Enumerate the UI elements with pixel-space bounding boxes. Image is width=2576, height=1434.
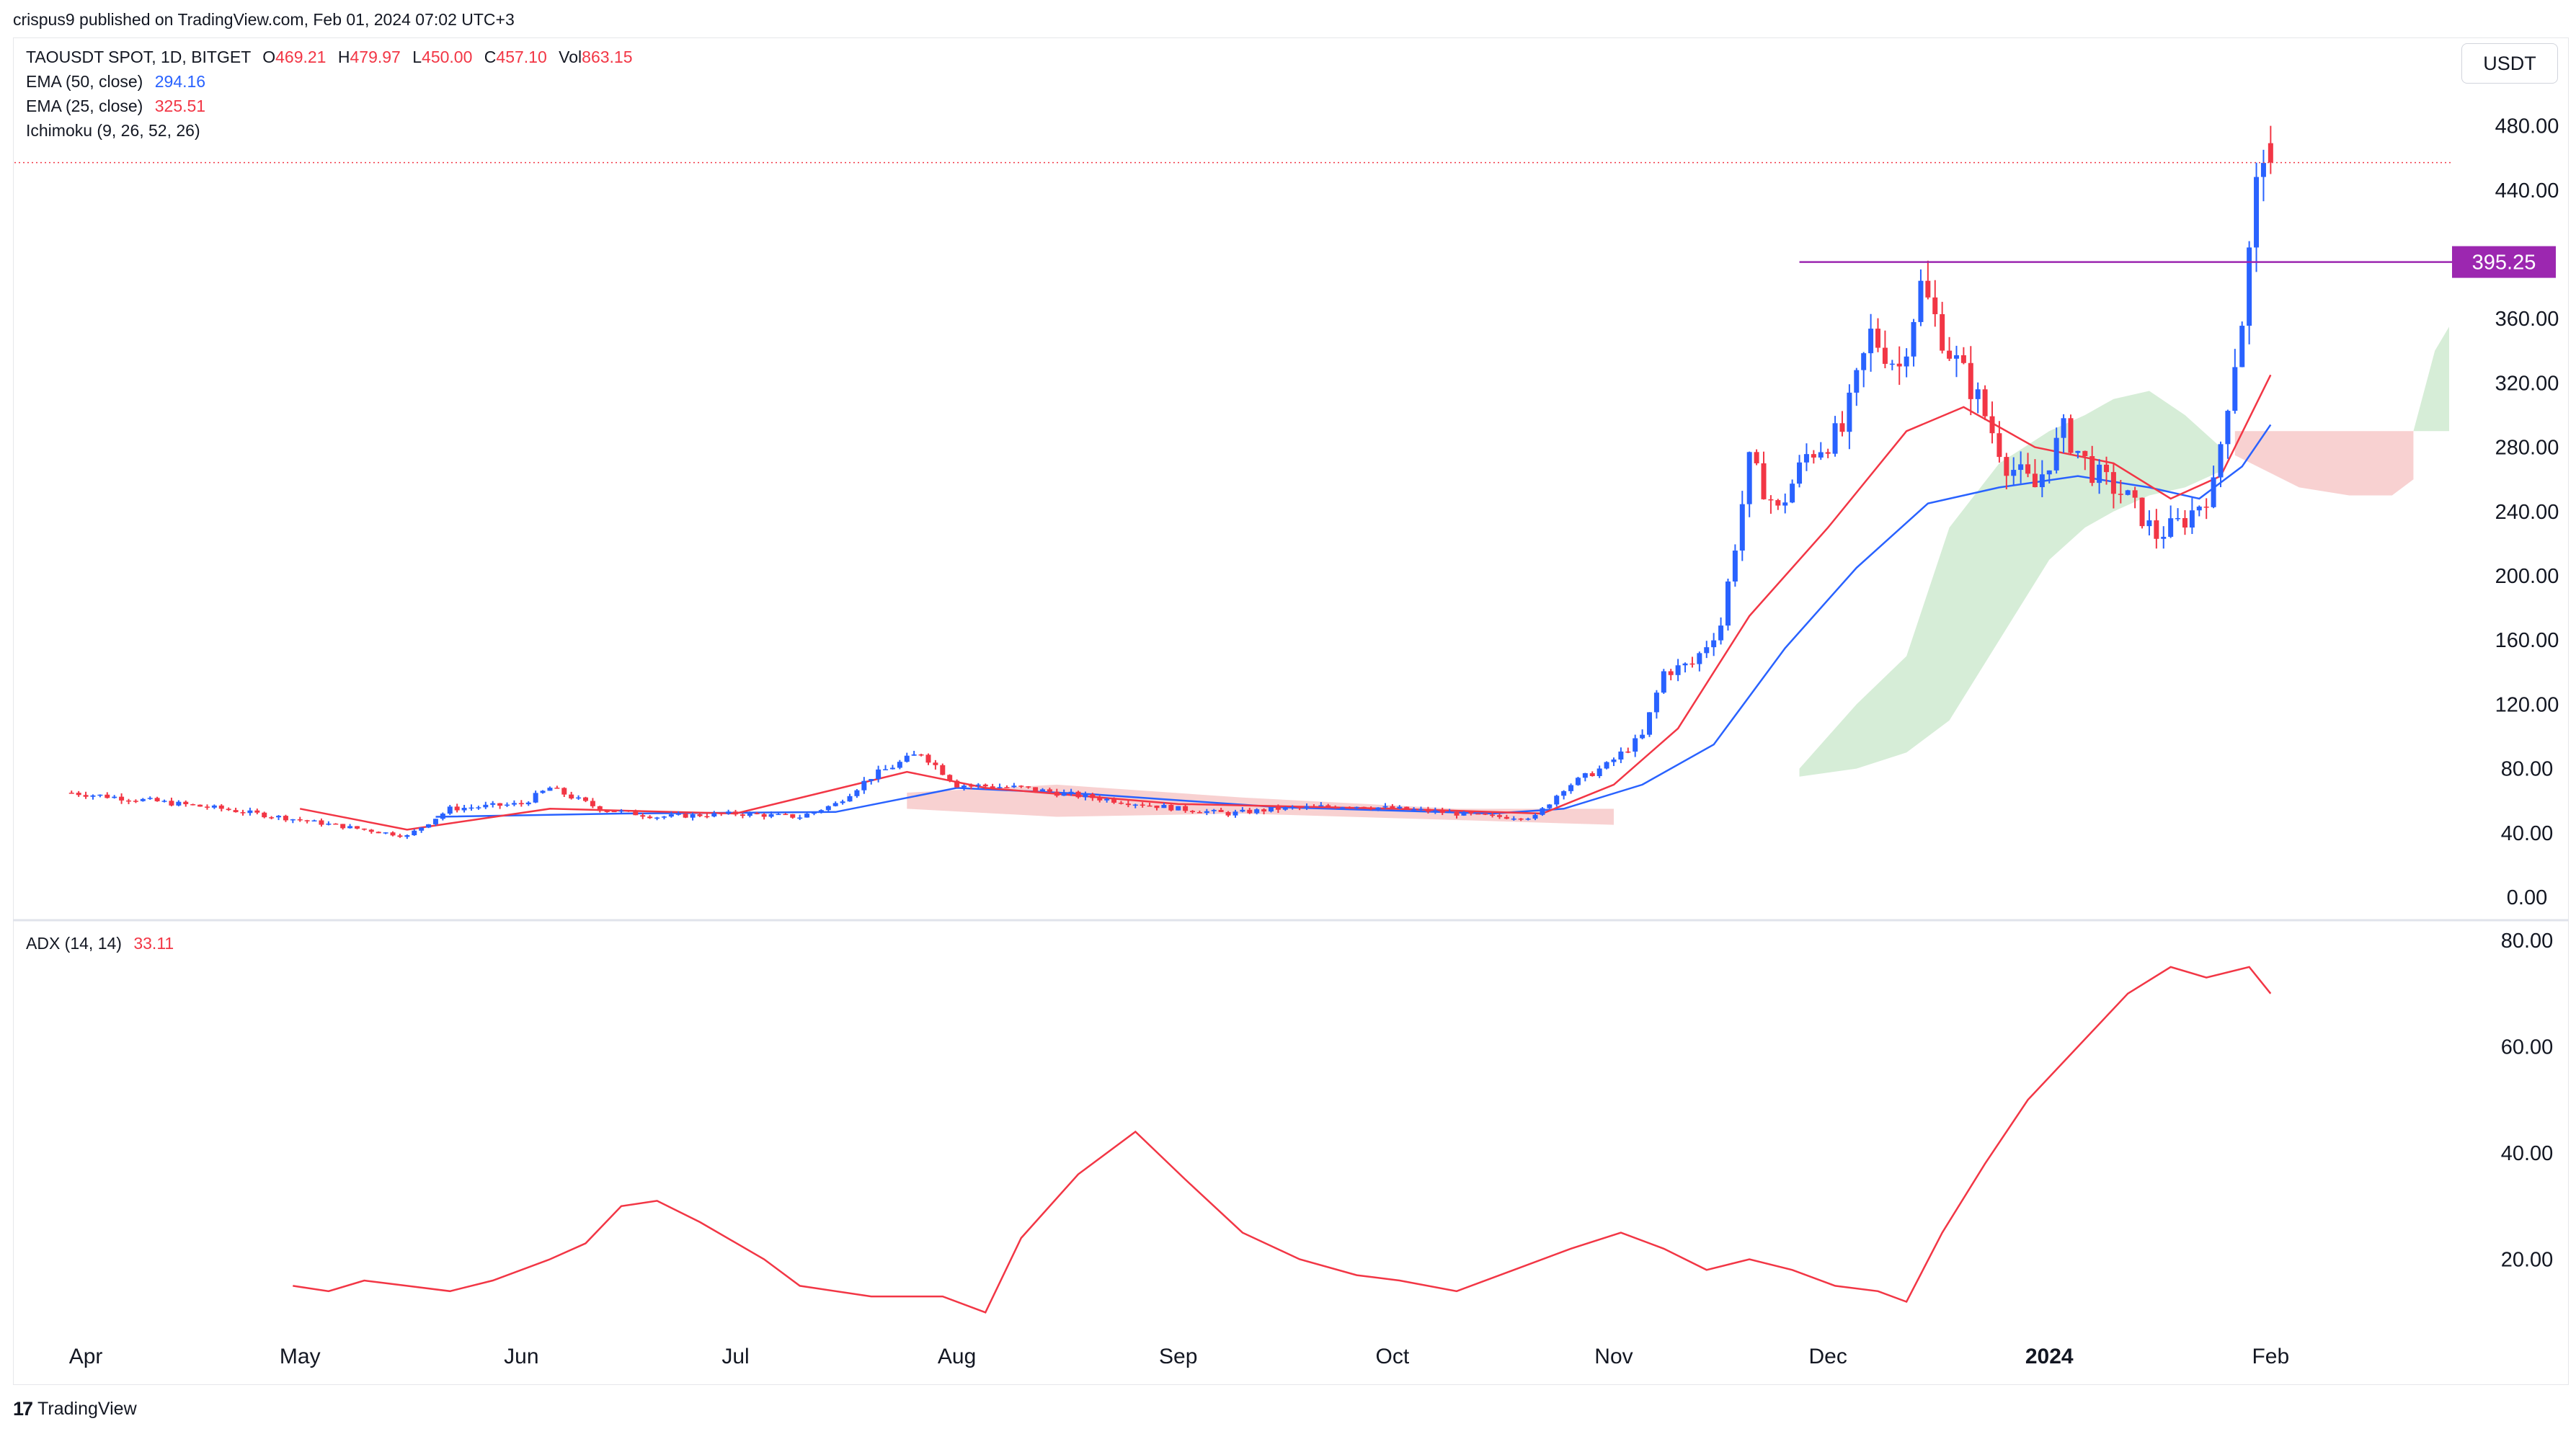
symbol-legend: TAOUSDT SPOT, 1D, BITGET O469.21 H479.97… xyxy=(26,45,633,69)
tradingview-logo-icon: 17 xyxy=(13,1398,33,1420)
footer-brand-text: TradingView xyxy=(37,1399,137,1419)
low-label: L xyxy=(412,48,422,66)
ema50-label: EMA (50, close) xyxy=(26,72,143,91)
ichimoku-legend[interactable]: Ichimoku (9, 26, 52, 26) xyxy=(26,118,200,143)
volume-value: 863.15 xyxy=(582,48,633,66)
publisher-line: crispus9 published on TradingView.com, F… xyxy=(13,10,515,29)
ema25-legend[interactable]: EMA (25, close) 325.51 xyxy=(26,94,205,118)
high-label: H xyxy=(337,48,350,66)
open-label: O xyxy=(262,48,276,66)
adx-label: ADX (14, 14) xyxy=(26,934,122,953)
volume-label: Vol xyxy=(559,48,582,66)
ema25-value: 325.51 xyxy=(154,97,206,115)
symbol-name[interactable]: TAOUSDT SPOT, 1D, BITGET xyxy=(26,48,251,66)
ema50-value: 294.16 xyxy=(154,72,206,91)
currency-button[interactable]: USDT xyxy=(2461,43,2558,84)
low-value: 450.00 xyxy=(422,48,473,66)
open-value: 469.21 xyxy=(275,48,327,66)
close-value: 457.10 xyxy=(496,48,547,66)
ema50-legend[interactable]: EMA (50, close) 294.16 xyxy=(26,69,205,94)
high-value: 479.97 xyxy=(350,48,401,66)
ema25-label: EMA (25, close) xyxy=(26,97,143,115)
close-label: C xyxy=(484,48,497,66)
chart-frame xyxy=(13,37,2569,1385)
footer-brand[interactable]: 17 TradingView xyxy=(13,1398,137,1420)
adx-legend[interactable]: ADX (14, 14) 33.11 xyxy=(26,931,174,956)
adx-value: 33.11 xyxy=(133,934,174,953)
ichimoku-label: Ichimoku (9, 26, 52, 26) xyxy=(26,121,200,140)
